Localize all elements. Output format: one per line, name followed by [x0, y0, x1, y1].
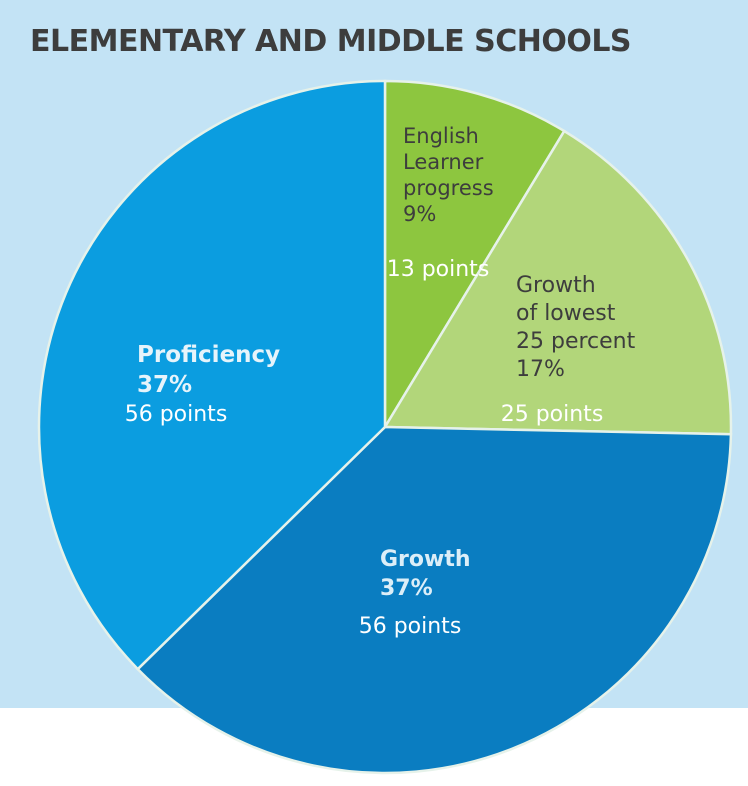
pie-slice-pr: [37, 79, 387, 671]
points-label-pr: 56 points: [125, 402, 228, 427]
pie-slice-el: [383, 79, 566, 432]
pie-slices: [37, 79, 733, 775]
slice-label-el: English Learner progress 9%: [403, 124, 494, 226]
slice-label-gr: Growth 37%: [380, 547, 471, 601]
slice-label-gl: Growth of lowest 25 percent 17%: [516, 273, 636, 382]
points-label-el: 13 points: [387, 257, 490, 282]
points-label-gr: 56 points: [359, 614, 462, 639]
points-label-gl: 25 points: [501, 402, 604, 427]
pie-slice-gl: [382, 129, 733, 436]
pie-slice-gr: [136, 425, 733, 775]
slice-label-pr: Proficiency 37%: [137, 342, 280, 398]
chart-title: ELEMENTARY AND MIDDLE SCHOOLS: [30, 24, 632, 59]
pie-labels: English Learner progress 9% 13 points Growth o…: [125, 124, 636, 639]
